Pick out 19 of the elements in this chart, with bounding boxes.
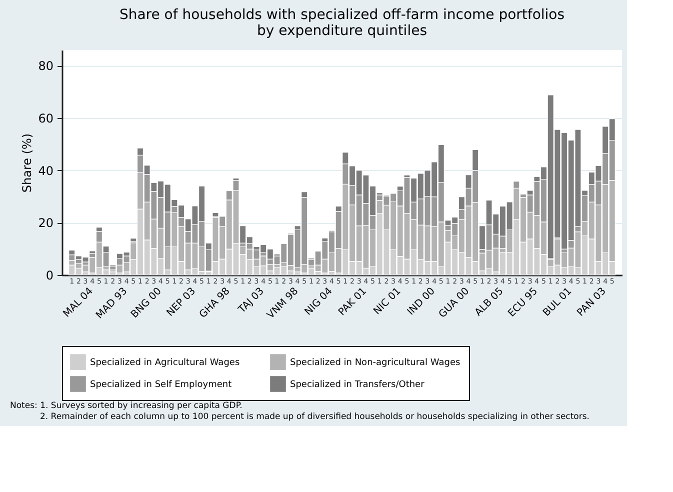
text: MAL 04: [62, 286, 96, 320]
text: 2. Remainder of each column up to 100 percent is made up of diversified households or households specializing in other sectors.: [40, 412, 590, 422]
legend-label: Specialized in Non-agricultural Wages: [290, 358, 460, 368]
chart-title: Share of households with specialized off-farm income portfolios by expenditure quintiles: [119, 7, 565, 39]
y-tick-label: 80: [38, 59, 54, 74]
legend-label: Specialized in Transfers/Other: [290, 380, 425, 390]
y-tick-label: 20: [38, 216, 54, 230]
text: NIC 01: [372, 286, 404, 318]
legend-label: Specialized in Self Employment: [90, 380, 232, 390]
y-tick-label: 60: [38, 112, 54, 126]
text: BUL 01: [541, 286, 574, 319]
text: TAJ 03: [236, 286, 266, 316]
y-tick-label: 0: [46, 268, 54, 282]
text: Notes: 1. Surveys sorted by increasing per capita GDP.: [10, 401, 242, 411]
y-axis-title: Share (%): [20, 133, 34, 193]
y-tick-label: 40: [38, 164, 54, 178]
text: IND 00: [406, 286, 438, 318]
text: NIG 04: [302, 286, 335, 318]
legend-label: Specialized in Agricultural Wages: [90, 358, 240, 368]
